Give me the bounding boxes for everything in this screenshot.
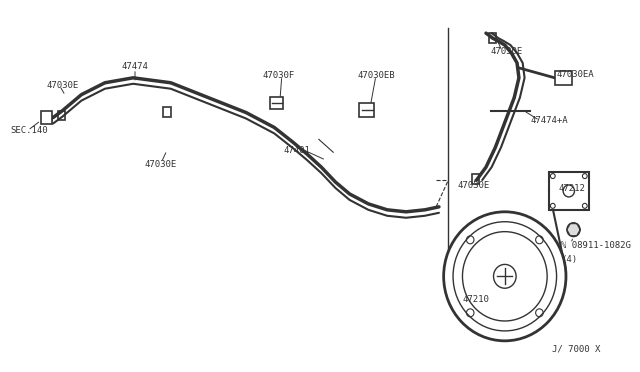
- Text: 47030E: 47030E: [145, 160, 177, 169]
- Bar: [555, 71, 572, 85]
- Text: SEC.140: SEC.140: [11, 126, 49, 135]
- Text: 47401: 47401: [284, 146, 310, 155]
- Circle shape: [567, 223, 580, 237]
- Bar: [41, 110, 52, 125]
- Text: 47030EB: 47030EB: [357, 71, 395, 80]
- Bar: [472, 174, 479, 184]
- Text: (4): (4): [561, 255, 577, 264]
- Bar: [359, 103, 374, 116]
- Circle shape: [444, 212, 566, 341]
- Text: 47212: 47212: [559, 185, 586, 193]
- Bar: [489, 33, 497, 43]
- Text: 47030E: 47030E: [491, 46, 523, 55]
- Bar: [163, 107, 171, 116]
- Text: 47474+A: 47474+A: [530, 116, 568, 125]
- Bar: [58, 110, 65, 121]
- Text: ℕ 08911-1082G: ℕ 08911-1082G: [561, 241, 631, 250]
- Text: 47030E: 47030E: [47, 81, 79, 90]
- Text: 47210: 47210: [463, 295, 490, 304]
- Text: 47030EA: 47030EA: [557, 70, 594, 79]
- Text: J/ 7000 X: J/ 7000 X: [552, 344, 600, 353]
- Text: 47030E: 47030E: [458, 180, 490, 189]
- Text: 47474: 47474: [122, 62, 148, 71]
- Bar: [549, 172, 589, 210]
- Bar: [269, 97, 283, 109]
- Text: 47030F: 47030F: [263, 71, 295, 80]
